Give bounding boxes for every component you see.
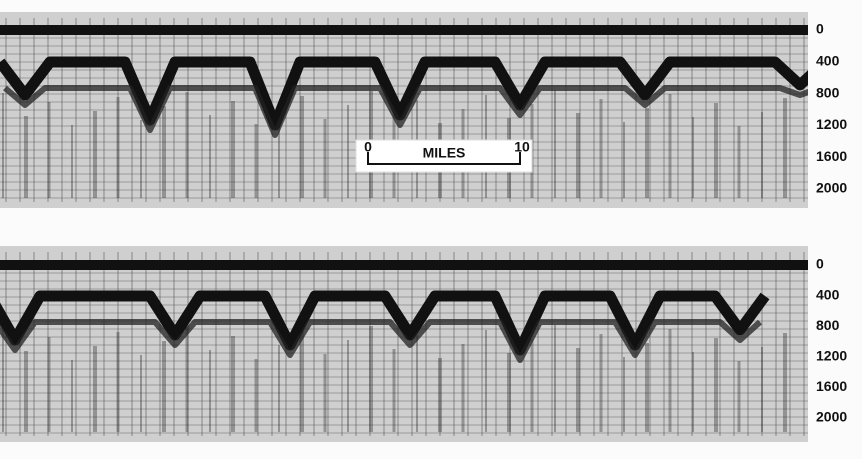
- depth-label: 1600: [816, 378, 847, 394]
- surface-line: [0, 260, 808, 270]
- record-panel: 0 400 800 1200 1600 2000: [0, 12, 862, 208]
- record-panel: 0 400 800 1200 1600 2000: [0, 246, 862, 442]
- depth-label: 400: [816, 286, 840, 302]
- depth-label: 1200: [816, 116, 847, 132]
- scale-label: MILES: [423, 145, 466, 161]
- depth-label: 2000: [816, 180, 847, 196]
- label-margin: [808, 12, 862, 208]
- depth-label: 1600: [816, 148, 847, 164]
- depth-label: 800: [816, 317, 840, 333]
- scale-start: 0: [364, 139, 372, 155]
- depth-label: 2000: [816, 409, 847, 425]
- depth-label: 1200: [816, 348, 847, 364]
- scale-end: 10: [514, 139, 530, 155]
- depth-label: 400: [816, 53, 840, 69]
- surface-line: [0, 25, 808, 35]
- paper: [0, 246, 808, 442]
- depth-label: 800: [816, 84, 840, 100]
- scale-bar: 0 MILES 10: [356, 139, 532, 172]
- depth-label: 0: [816, 21, 824, 37]
- echo-sounding-record: 0 400 800 1200 1600 2000 0 400 800 1200 1600 2000 0…: [0, 0, 862, 459]
- depth-label: 0: [816, 256, 824, 272]
